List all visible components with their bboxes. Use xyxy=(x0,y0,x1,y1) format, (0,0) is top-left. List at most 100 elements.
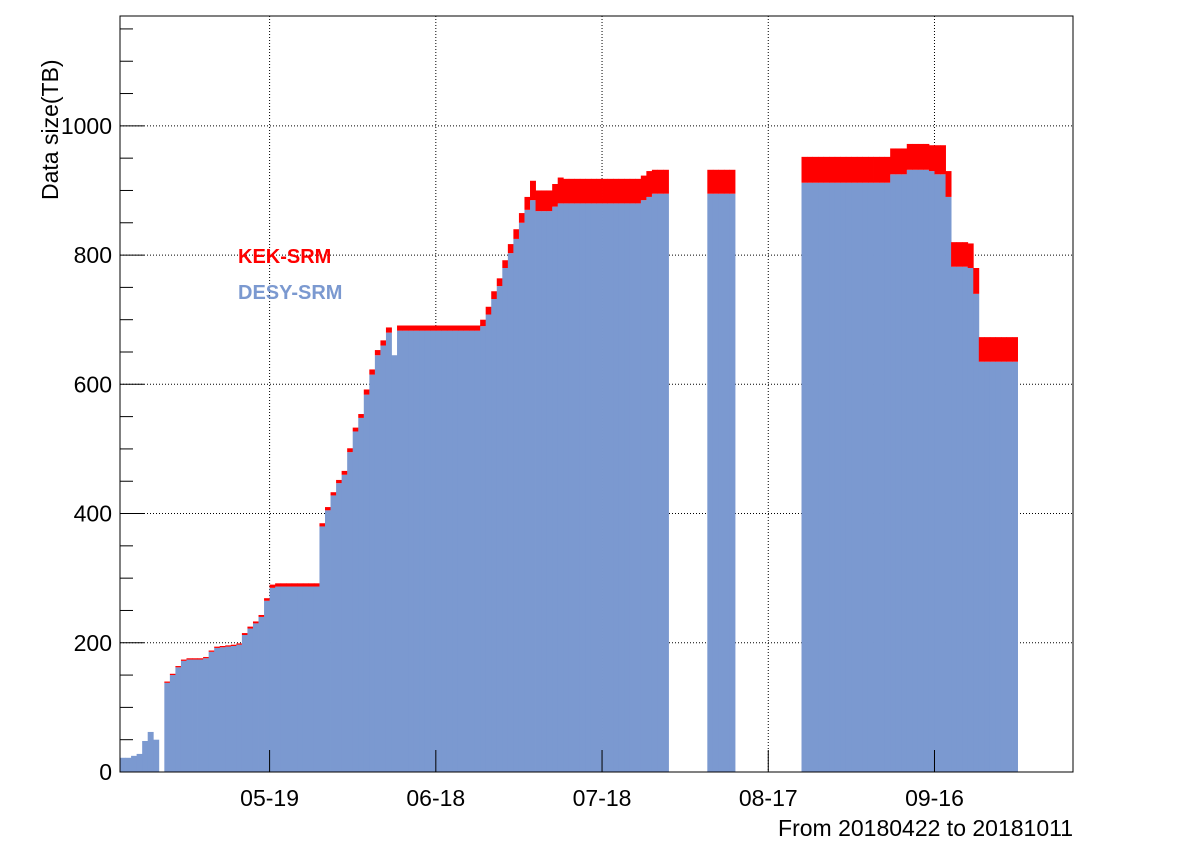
bar-desy-srm xyxy=(552,206,559,773)
bar-kek-srm xyxy=(164,681,171,683)
bar-desy-srm xyxy=(336,483,343,772)
bar-desy-srm xyxy=(884,182,891,772)
bar-kek-srm xyxy=(214,646,221,648)
bar-kek-srm xyxy=(463,325,470,331)
bar-kek-srm xyxy=(801,156,808,183)
bar-desy-srm xyxy=(430,330,437,772)
bar-desy-srm xyxy=(895,174,902,773)
bar-desy-srm xyxy=(502,268,509,772)
bar-desy-srm xyxy=(879,182,886,772)
bar-desy-srm xyxy=(446,330,453,772)
bar-desy-srm xyxy=(912,169,919,773)
bar-kek-srm xyxy=(895,148,902,175)
legend-entry-kek-srm: KEK-SRM xyxy=(238,246,331,268)
bar-kek-srm xyxy=(867,156,874,183)
bar-kek-srm xyxy=(995,337,1002,362)
bar-kek-srm xyxy=(480,319,487,327)
bar-kek-srm xyxy=(408,325,415,331)
bar-desy-srm xyxy=(474,330,481,772)
bar-kek-srm xyxy=(651,169,658,194)
y-tick-label: 0 xyxy=(99,759,112,785)
bar-kek-srm xyxy=(541,190,548,212)
bar-desy-srm xyxy=(818,182,825,772)
bar-desy-srm xyxy=(208,651,215,772)
bar-kek-srm xyxy=(884,156,891,183)
bar-desy-srm xyxy=(579,203,586,772)
bar-desy-srm xyxy=(563,203,570,772)
bar-desy-srm xyxy=(596,203,603,772)
bar-desy-srm xyxy=(236,644,243,772)
bar-desy-srm xyxy=(325,510,331,772)
bar-kek-srm xyxy=(441,325,448,331)
x-tick-label: 06-18 xyxy=(406,785,465,811)
bar-desy-srm xyxy=(574,203,581,772)
bar-desy-srm xyxy=(241,635,248,772)
bar-desy-srm xyxy=(275,586,282,772)
legend-entry-desy-srm: DESY-SRM xyxy=(238,282,342,304)
bar-desy-srm xyxy=(352,431,359,772)
bar-kek-srm xyxy=(818,156,825,183)
bar-desy-srm xyxy=(313,586,320,772)
bar-desy-srm xyxy=(308,586,315,772)
bar-kek-srm xyxy=(275,583,282,587)
bar-kek-srm xyxy=(718,169,725,194)
bar-desy-srm xyxy=(496,286,503,772)
bar-desy-srm xyxy=(247,628,254,772)
bar-kek-srm xyxy=(385,327,392,333)
bar-kek-srm xyxy=(474,325,481,331)
bar-kek-srm xyxy=(845,156,852,183)
bar-desy-srm xyxy=(391,355,398,772)
bar-kek-srm xyxy=(446,325,453,331)
bar-kek-srm xyxy=(280,583,287,587)
bar-kek-srm xyxy=(291,583,298,587)
bar-desy-srm xyxy=(607,203,614,772)
bar-kek-srm xyxy=(302,583,309,587)
bar-kek-srm xyxy=(430,325,437,331)
bar-kek-srm xyxy=(236,643,243,645)
bar-kek-srm xyxy=(934,145,941,175)
bar-kek-srm xyxy=(890,148,897,175)
bar-desy-srm xyxy=(280,586,287,772)
bar-desy-srm xyxy=(834,182,841,772)
bar-desy-srm xyxy=(457,330,464,772)
bar-desy-srm xyxy=(358,417,365,772)
bar-desy-srm xyxy=(729,193,736,772)
bar-desy-srm xyxy=(469,330,476,772)
bar-kek-srm xyxy=(363,389,370,395)
x-tick-label: 07-18 xyxy=(573,785,632,811)
bar-desy-srm xyxy=(646,196,653,772)
bar-desy-srm xyxy=(363,394,370,772)
bar-kek-srm xyxy=(563,178,570,204)
bar-kek-srm xyxy=(873,156,880,183)
bar-kek-srm xyxy=(640,175,647,201)
bar-kek-srm xyxy=(485,306,492,315)
bar-kek-srm xyxy=(219,646,226,648)
bar-kek-srm xyxy=(203,656,210,659)
bar-kek-srm xyxy=(297,583,304,587)
bar-kek-srm xyxy=(862,156,869,183)
bar-desy-srm xyxy=(707,193,714,772)
bar-desy-srm xyxy=(169,675,176,772)
bar-kek-srm xyxy=(973,268,980,294)
bar-kek-srm xyxy=(613,178,620,204)
bar-kek-srm xyxy=(901,148,908,175)
bar-desy-srm xyxy=(568,203,575,772)
bar-desy-srm xyxy=(541,211,548,773)
bar-desy-srm xyxy=(180,660,187,772)
bar-desy-srm xyxy=(967,268,974,772)
bar-desy-srm xyxy=(374,355,381,772)
bar-kek-srm xyxy=(286,583,293,587)
bar-desy-srm xyxy=(973,293,980,772)
y-axis-title: Data size(TB) xyxy=(37,59,63,200)
bar-kek-srm xyxy=(940,145,946,175)
bar-desy-srm xyxy=(413,330,420,772)
bar-kek-srm xyxy=(502,260,509,268)
bar-desy-srm xyxy=(906,169,913,773)
bar-kek-srm xyxy=(602,178,608,204)
bar-kek-srm xyxy=(513,229,520,239)
bar-kek-srm xyxy=(635,178,642,204)
bar-desy-srm xyxy=(297,586,304,772)
bar-desy-srm xyxy=(923,169,930,773)
bar-kek-srm xyxy=(424,325,431,331)
bar-kek-srm xyxy=(336,479,343,484)
